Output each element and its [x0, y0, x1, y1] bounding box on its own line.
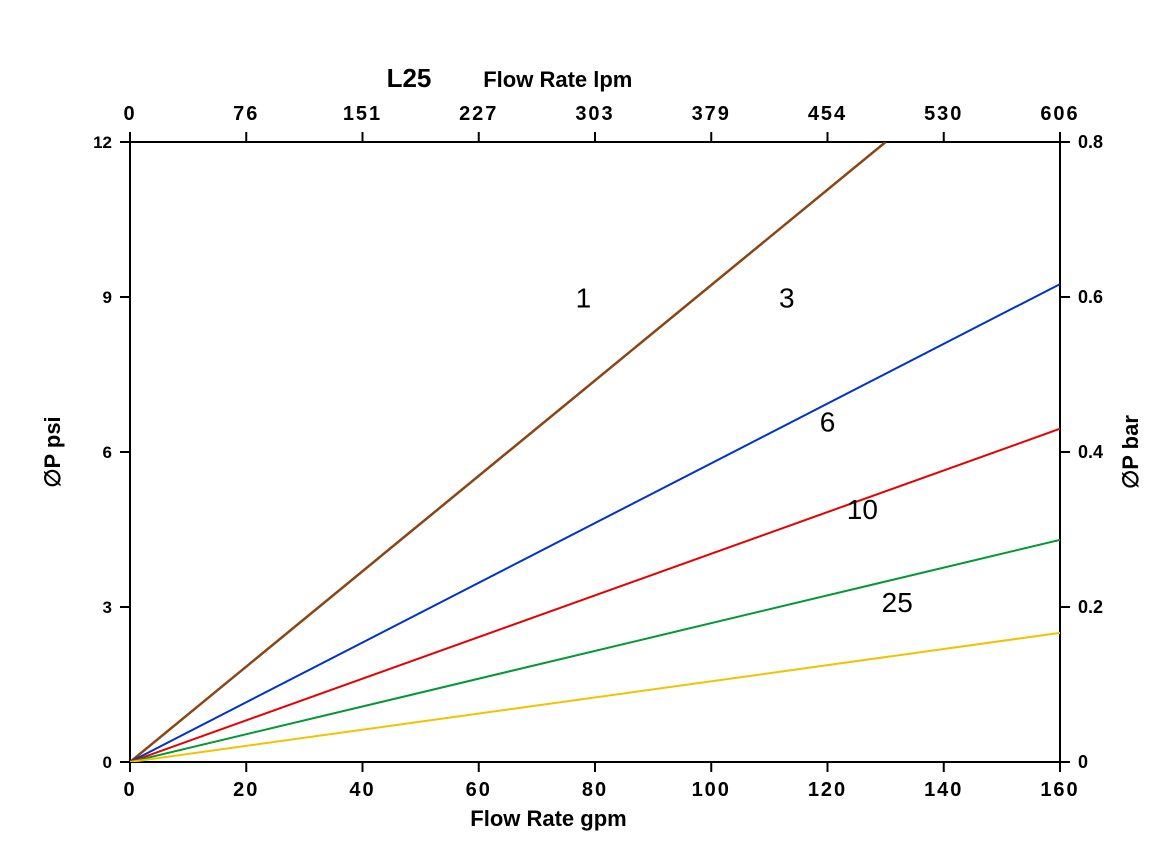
xtick-top-label: 0: [123, 103, 136, 125]
xtick-top-label: 227: [459, 103, 498, 125]
ytick-left-label: 0: [103, 753, 112, 772]
xtick-bottom-label: 0: [123, 779, 136, 801]
ytick-left-label: 6: [103, 443, 112, 462]
bottom-axis-title: Flow Rate gpm: [470, 806, 626, 831]
xtick-bottom-label: 160: [1040, 779, 1079, 801]
series-label-3: 3: [779, 282, 795, 313]
xtick-bottom-label: 80: [582, 779, 608, 801]
ytick-left-label: 9: [103, 288, 112, 307]
xtick-bottom-label: 20: [233, 779, 259, 801]
xtick-top-label: 303: [575, 103, 614, 125]
xtick-top-label: 76: [233, 103, 259, 125]
plot-border: [130, 142, 1060, 762]
ytick-right-label: 0.4: [1078, 442, 1103, 462]
ytick-right-label: 0: [1078, 752, 1088, 772]
series-line-10: [130, 540, 1060, 762]
xtick-top-label: 379: [692, 103, 731, 125]
xtick-top-label: 454: [808, 103, 847, 125]
series-label-6: 6: [820, 406, 836, 437]
ytick-left-label: 12: [93, 133, 112, 152]
pressure-drop-chart: 0204060801001201401600761512273033794545…: [0, 0, 1170, 866]
ytick-right-label: 0.6: [1078, 287, 1103, 307]
series-line-1: [130, 142, 886, 762]
xtick-bottom-label: 60: [466, 779, 492, 801]
xtick-top-label: 530: [924, 103, 963, 125]
xtick-top-label: 606: [1040, 103, 1079, 125]
xtick-bottom-label: 140: [924, 779, 963, 801]
left-axis-title: ∅P psi: [40, 416, 65, 487]
xtick-top-label: 151: [343, 103, 382, 125]
chart-svg: 0204060801001201401600761512273033794545…: [0, 0, 1170, 866]
right-axis-title: ∅P bar: [1118, 415, 1143, 489]
top-axis-prefix: L25: [387, 63, 432, 93]
ytick-right-label: 0.2: [1078, 597, 1103, 617]
series-label-25: 25: [882, 587, 913, 618]
top-axis-title: Flow Rate lpm: [483, 67, 632, 92]
xtick-bottom-label: 120: [808, 779, 847, 801]
series-line-6: [130, 429, 1060, 762]
series-line-3: [130, 284, 1060, 762]
ytick-left-label: 3: [103, 598, 112, 617]
series-line-25: [130, 633, 1060, 762]
xtick-bottom-label: 100: [692, 779, 731, 801]
series-label-10: 10: [847, 494, 878, 525]
xtick-bottom-label: 40: [349, 779, 375, 801]
ytick-right-label: 0.8: [1078, 132, 1103, 152]
series-label-1: 1: [576, 282, 592, 313]
